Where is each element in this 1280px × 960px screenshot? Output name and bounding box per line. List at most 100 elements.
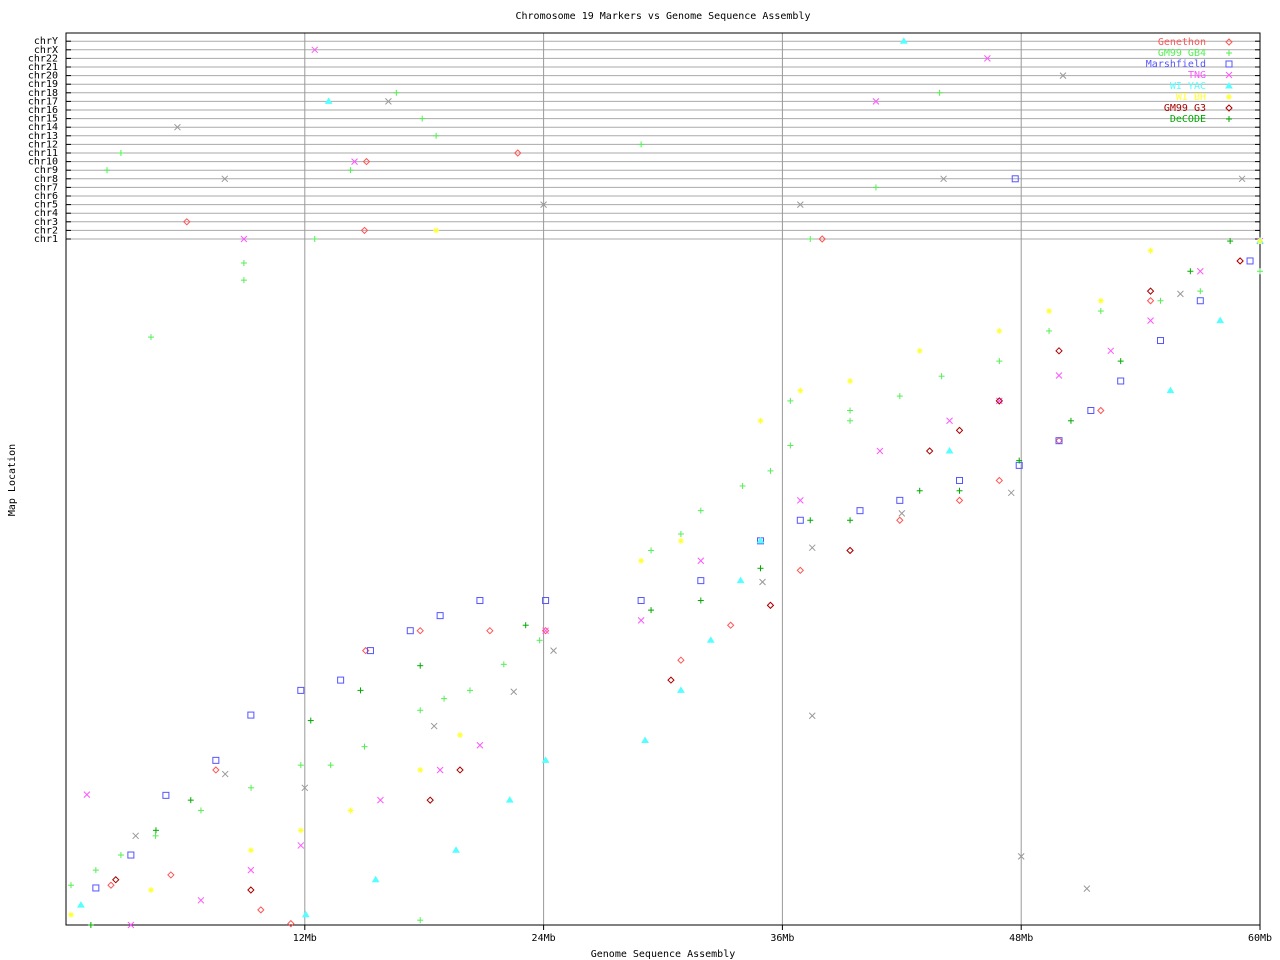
point-marshfield [856,507,864,515]
point-genethon [212,766,220,774]
point-marshfield [1087,407,1095,414]
x-b [1055,372,1063,379]
point-gm99-gb4 [938,373,945,380]
point-marshfield [1055,437,1063,445]
off-chromosome-point [540,201,547,208]
x-b [808,544,816,552]
off-chromosome-point [936,89,943,96]
point-genethon [1236,257,1244,265]
point-tng [436,766,444,774]
x-b [796,201,804,208]
x-b [550,647,557,654]
x-b [83,791,91,799]
point-gm99-gb4 [248,784,255,791]
chromosome-label: chr13 [28,131,58,142]
legend-label: DeCODE [1170,114,1206,125]
a4 [148,887,154,893]
a4 [68,912,74,918]
x-axis-label: Genome Sequence Assembly [591,949,736,960]
point-tng [1147,317,1154,324]
point-wi-bh [916,347,923,354]
point-tng [297,842,305,849]
x-b [1083,885,1091,892]
point-genethon [896,516,904,524]
diamond-shape [1146,287,1155,295]
point-genethon [541,626,550,635]
a4 [797,388,803,393]
point-gm99-g3 [1055,347,1063,355]
a4 [457,732,463,738]
triangle-shape [945,447,954,454]
chromosome-label: chr16 [28,105,58,116]
point-gm99-gb4 [739,482,746,489]
legend-label: GM99 GB4 [1158,48,1206,59]
point-marshfield [162,791,170,799]
square-shape [697,577,705,585]
point-unlabeled [898,510,906,517]
chromosome-label: chr12 [28,139,58,150]
point-marshfield [542,597,550,605]
a4 [433,228,439,233]
legend-marker [1225,38,1233,46]
point-gm99-gb4 [92,867,99,874]
point-wi-bh [67,911,74,918]
diamond-shape [818,235,826,243]
chromosome-label: chr10 [28,157,58,168]
x-b [476,741,484,749]
diamond-shape [212,766,220,774]
a4 [678,538,684,544]
triangle-shape [706,636,715,643]
point-wi-yac [641,736,649,743]
triangle-shape [452,846,460,853]
point-marshfield [92,884,100,892]
off-chromosome-point [362,157,371,166]
diamond-shape [1225,38,1233,46]
off-chromosome-point [174,123,181,131]
plot-frame [65,32,1261,926]
point-unlabeled [1007,489,1015,497]
point-decode [1187,268,1194,275]
square-shape [1157,337,1164,345]
point-gm99-gb4 [441,695,448,702]
diamond-shape [167,871,175,879]
legend-label: WI BH [1176,92,1206,103]
point-wi-yac [756,536,765,544]
point-decode [757,565,764,572]
chromosome-label: chr5 [34,200,58,211]
point-wi-bh [1257,238,1263,245]
point-decode [847,517,854,524]
grid [66,33,1260,925]
point-wi-yac [706,636,715,643]
point-gm99-gb4 [1097,308,1104,315]
legend-label: WI YAC [1170,81,1206,92]
x-tick-label: 60Mb [1248,933,1272,944]
point-genethon [1146,297,1155,305]
point-unlabeled [1177,290,1184,298]
square-shape [1196,297,1204,305]
legend-marker [1226,94,1232,100]
diamond-shape [796,566,805,575]
point-wi-yac [1216,316,1225,324]
point-marshfield [212,756,220,764]
point-unlabeled [132,832,140,840]
point-marshfield [476,597,484,605]
triangle-shape [677,686,685,693]
point-wi-yac [1166,386,1175,394]
point-gm99-gb4 [197,807,204,814]
point-unlabeled [1017,853,1025,860]
point-marshfield [297,686,305,694]
point-gm99-gb4 [361,743,368,750]
diamond-shape [1146,297,1155,305]
point-marshfield [1157,337,1164,345]
chromosome-label: chr15 [28,114,58,125]
point-gm99-gb4 [327,762,334,769]
a4 [847,378,853,384]
legend-label: Marshfield [1146,59,1206,70]
point-tng [127,921,135,929]
diamond-shape [287,919,295,928]
off-chromosome-point [183,218,191,226]
diamond-shape [426,796,434,804]
off-chromosome-point [351,158,358,165]
point-genethon [995,476,1004,485]
